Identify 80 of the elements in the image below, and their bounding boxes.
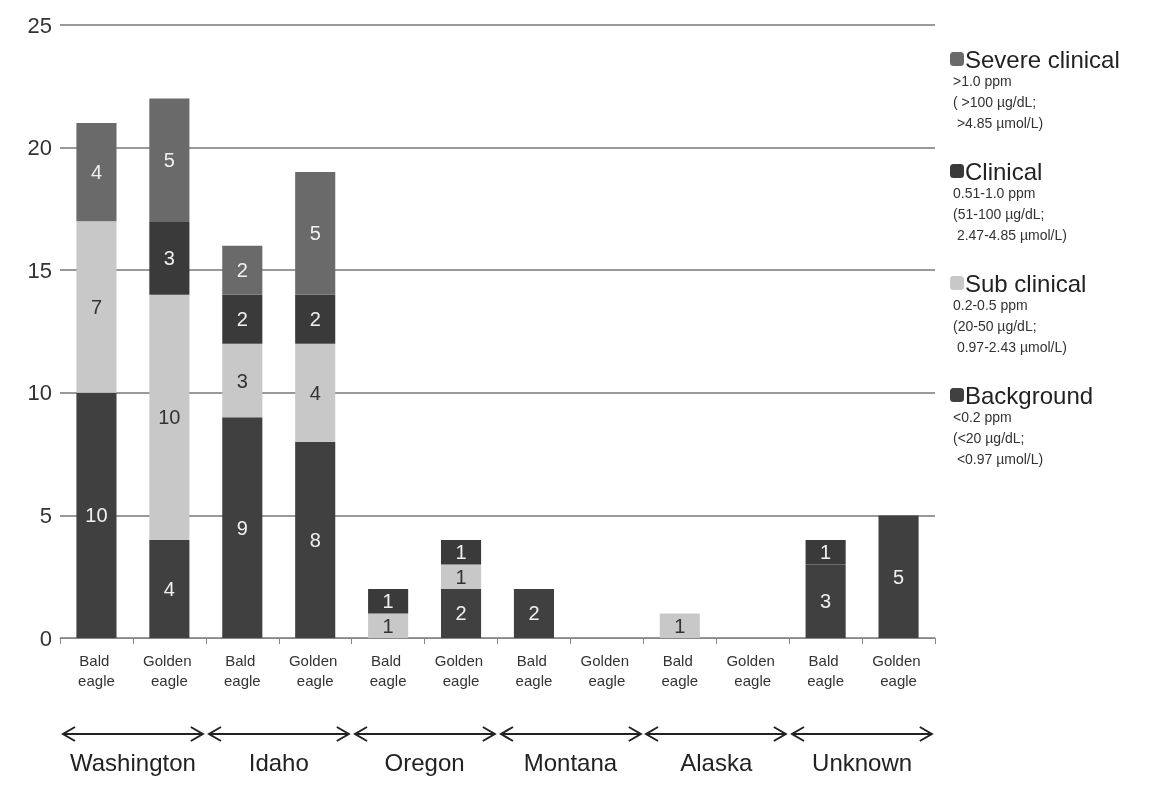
legend-label: Background [965, 381, 1094, 409]
text: Alaska [680, 748, 753, 776]
text: Unknown [812, 748, 913, 776]
x-tick-label: Golden eagle [434, 651, 488, 689]
y-tick-label: 15 [27, 257, 52, 283]
data-label: 1 [382, 614, 394, 637]
bar [878, 515, 919, 638]
bar [76, 392, 117, 638]
bar [440, 564, 482, 589]
y-tick-label: 25 [27, 12, 52, 38]
data-label: 4 [90, 161, 103, 184]
x-tick-label: Bald eagle [78, 651, 115, 689]
data-label: 1 [820, 541, 832, 564]
text: 0.2-0.5 ppm (20-50 µg/dL; 0.97-2.43 µmol/L) [953, 296, 1067, 355]
text: Montana [523, 748, 618, 776]
data-label: 2 [455, 602, 467, 625]
data-label: 2 [528, 602, 540, 625]
y-tick-label: 20 [27, 135, 52, 161]
x-tick-label: Bald eagle [807, 651, 844, 689]
data-label: 2 [236, 308, 248, 331]
bar [368, 613, 409, 638]
bar [149, 539, 190, 638]
data-label: 10 [158, 406, 181, 429]
data-label: 1 [455, 541, 467, 564]
x-tick-label: Bald eagle [515, 651, 553, 689]
bar [440, 588, 482, 638]
x-tick-label: Golden eagle [143, 651, 196, 689]
bar [222, 245, 263, 295]
data-label: 5 [892, 565, 905, 588]
data-label: 1 [455, 565, 467, 588]
data-label: 3 [820, 590, 832, 613]
x-tick-label: Golden eagle [872, 651, 925, 689]
text: Washington [69, 748, 196, 776]
data-label: 9 [236, 516, 248, 539]
bar [149, 221, 190, 295]
bar [149, 294, 190, 540]
legend-label: Severe clinical [965, 45, 1120, 73]
x-tick-label: Bald eagle [369, 651, 407, 689]
bar [76, 123, 117, 222]
data-label: 3 [236, 369, 248, 392]
bar [76, 221, 117, 393]
data-label: 5 [309, 222, 321, 245]
bar [295, 441, 336, 638]
y-tick-label: 0 [39, 625, 52, 651]
bar [222, 417, 263, 638]
data-label: 1 [674, 614, 686, 637]
bar [295, 294, 336, 344]
data-label: 2 [236, 259, 248, 282]
bar [659, 613, 700, 638]
bar [295, 343, 336, 442]
data-label: 3 [163, 246, 175, 269]
bar [513, 588, 555, 638]
bar [440, 539, 482, 565]
text: 0.51-1.0 ppm (51-100 µg/dL; 2.47-4.85 µmol/L) [953, 184, 1067, 243]
y-tick-label: 5 [39, 502, 52, 528]
x-tick-label: Bald eagle [223, 651, 261, 689]
data-label: 1 [382, 590, 394, 613]
text: Oregon [384, 748, 465, 776]
x-tick-label: Golden eagle [580, 651, 634, 689]
data-label: 10 [85, 504, 108, 527]
bar [295, 172, 336, 295]
data-label: 7 [90, 295, 103, 318]
text: Idaho [248, 748, 309, 776]
bar [222, 294, 263, 344]
data-label: 5 [163, 148, 175, 171]
y-tick-label: 10 [27, 380, 52, 406]
data-label: 4 [309, 381, 321, 404]
bar [368, 588, 409, 614]
x-tick-label: Golden eagle [726, 651, 779, 689]
legend-label: Sub clinical [965, 269, 1087, 297]
text: >1.0 ppm ( >100 µg/dL; >4.85 µmol/L) [953, 72, 1044, 131]
x-tick-label: Bald eagle [661, 651, 699, 689]
bar [149, 98, 190, 222]
legend-label: Clinical [965, 157, 1043, 185]
x-tick-label: Golden eagle [288, 651, 342, 689]
data-label: 4 [163, 577, 175, 600]
data-label: 8 [309, 528, 321, 551]
bar [222, 343, 263, 418]
data-label: 2 [309, 308, 321, 331]
text: <0.2 ppm (<20 µg/dL; <0.97 µmol/L) [953, 408, 1044, 467]
